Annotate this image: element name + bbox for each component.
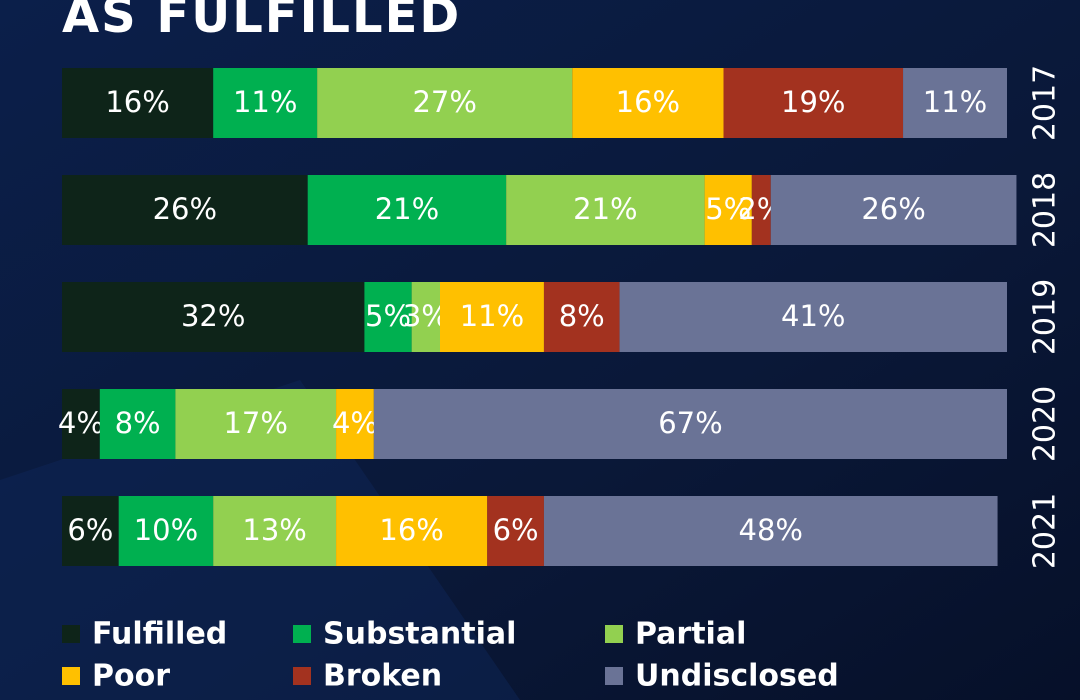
year-label: 2018 <box>1028 172 1063 248</box>
value-label: 21% <box>375 192 439 226</box>
bar-segment <box>62 175 308 245</box>
legend-label: Poor <box>92 659 170 694</box>
legend-swatch <box>62 625 80 643</box>
bar-segment <box>213 496 337 566</box>
bar-segment <box>411 282 440 352</box>
legend-swatch <box>605 625 623 643</box>
value-label: 5% <box>705 192 751 226</box>
bar-segment <box>543 496 998 566</box>
bar-segment <box>723 68 904 138</box>
year-label: 2017 <box>1028 65 1063 141</box>
bar-segment <box>506 175 705 245</box>
bar-segment <box>487 496 544 566</box>
bar-segment <box>751 175 771 245</box>
value-label: 4% <box>58 406 104 440</box>
value-label: 6% <box>493 513 539 547</box>
year-label: 2021 <box>1028 493 1063 569</box>
bar-segment <box>336 496 488 566</box>
bar-segment <box>572 68 724 138</box>
value-label: 10% <box>134 513 198 547</box>
legend-swatch <box>605 667 623 685</box>
value-label: 6% <box>67 513 113 547</box>
value-label: 11% <box>233 85 297 119</box>
bar-segment <box>317 68 573 138</box>
legend-label: Partial <box>635 617 746 652</box>
value-label: 32% <box>181 299 245 333</box>
bar-segment <box>770 175 1017 245</box>
bar-segment <box>336 389 374 459</box>
legend-swatch <box>293 625 311 643</box>
value-label: 8% <box>559 299 605 333</box>
bar-segment <box>704 175 752 245</box>
value-label: 21% <box>573 192 637 226</box>
value-label: 48% <box>739 513 803 547</box>
bar-segment <box>175 389 337 459</box>
legend-label: Undisclosed <box>635 659 839 694</box>
bar-segment <box>619 282 1007 352</box>
value-label: 41% <box>781 299 845 333</box>
value-label: 26% <box>861 192 925 226</box>
bar-segment <box>903 68 1007 138</box>
value-label: 8% <box>115 406 161 440</box>
value-label: 16% <box>105 85 169 119</box>
value-label: 13% <box>242 513 306 547</box>
value-label: 67% <box>658 406 722 440</box>
legend-label: Substantial <box>323 617 516 652</box>
bar-segment <box>364 282 412 352</box>
legend-label: Fulfilled <box>92 617 227 652</box>
value-label: 4% <box>332 406 378 440</box>
value-label: 11% <box>923 85 987 119</box>
bar-segment <box>99 389 176 459</box>
year-label: 2020 <box>1028 386 1063 462</box>
legend-swatch <box>62 667 80 685</box>
legend-swatch <box>293 667 311 685</box>
value-label: 16% <box>379 513 443 547</box>
value-label: 26% <box>153 192 217 226</box>
value-label: 17% <box>223 406 287 440</box>
bar-segment <box>543 282 620 352</box>
value-label: 19% <box>781 85 845 119</box>
value-label: 5% <box>365 299 411 333</box>
value-label: 27% <box>412 85 476 119</box>
bar-segment <box>440 282 544 352</box>
value-label: 11% <box>460 299 524 333</box>
bar-segment <box>373 389 1008 459</box>
bar-segment <box>62 68 214 138</box>
bar-segment <box>62 282 365 352</box>
bar-segment <box>62 496 119 566</box>
year-label: 2019 <box>1028 279 1063 355</box>
bar-segment <box>213 68 318 138</box>
chart-title: AS FULFILLED <box>62 0 461 44</box>
bar-segment <box>62 389 100 459</box>
bar-segment <box>307 175 507 245</box>
legend-label: Broken <box>323 659 442 694</box>
bar-segment <box>118 496 214 566</box>
value-label: 16% <box>616 85 680 119</box>
